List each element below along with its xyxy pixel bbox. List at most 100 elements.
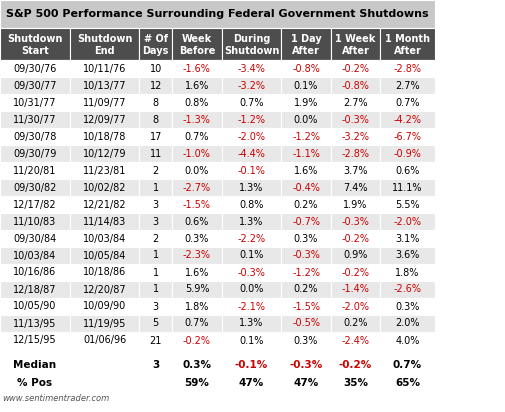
Text: % Pos: % Pos xyxy=(17,377,53,388)
Text: -0.1%: -0.1% xyxy=(237,166,266,176)
Bar xyxy=(281,162,331,179)
Bar xyxy=(139,357,172,374)
Text: 0.6%: 0.6% xyxy=(395,166,420,176)
Text: -3.2%: -3.2% xyxy=(341,131,370,141)
Text: 1: 1 xyxy=(153,250,159,260)
Bar xyxy=(222,357,281,374)
Text: -0.3%: -0.3% xyxy=(341,115,370,124)
Bar xyxy=(172,281,222,298)
Bar xyxy=(172,196,222,213)
Text: 0.3%: 0.3% xyxy=(185,234,209,243)
Bar xyxy=(222,332,281,349)
Text: 0.1%: 0.1% xyxy=(294,80,318,91)
Bar xyxy=(331,374,380,391)
Bar xyxy=(70,196,139,213)
Bar xyxy=(70,28,139,60)
Bar xyxy=(331,179,380,196)
Text: -6.7%: -6.7% xyxy=(393,131,422,141)
Bar xyxy=(172,145,222,162)
Text: 0.2%: 0.2% xyxy=(294,199,318,209)
Text: 47%: 47% xyxy=(239,377,264,388)
Bar xyxy=(222,374,281,391)
Text: 1.8%: 1.8% xyxy=(395,267,420,278)
Text: 0.0%: 0.0% xyxy=(239,285,264,295)
Text: 11/23/81: 11/23/81 xyxy=(83,166,126,176)
Bar xyxy=(380,145,435,162)
Text: 47%: 47% xyxy=(293,377,319,388)
Text: -0.3%: -0.3% xyxy=(289,360,323,370)
Bar xyxy=(0,94,70,111)
Text: After: After xyxy=(292,46,320,56)
Bar xyxy=(70,298,139,315)
Bar xyxy=(281,230,331,247)
Text: www.sentimentrader.com: www.sentimentrader.com xyxy=(2,394,109,403)
Text: 10/02/82: 10/02/82 xyxy=(83,183,126,192)
Text: 09/30/84: 09/30/84 xyxy=(13,234,57,243)
Text: 10/03/84: 10/03/84 xyxy=(13,250,57,260)
Text: 7.4%: 7.4% xyxy=(343,183,368,192)
Text: -0.5%: -0.5% xyxy=(292,318,320,328)
Text: -2.4%: -2.4% xyxy=(341,335,370,346)
Text: 1: 1 xyxy=(153,285,159,295)
Bar xyxy=(222,77,281,94)
Bar xyxy=(380,28,435,60)
Bar xyxy=(380,60,435,77)
Bar xyxy=(222,230,281,247)
Bar xyxy=(331,213,380,230)
Bar xyxy=(222,298,281,315)
Text: 0.9%: 0.9% xyxy=(343,250,368,260)
Bar xyxy=(380,213,435,230)
Text: -0.2%: -0.2% xyxy=(341,267,370,278)
Text: 12/15/95: 12/15/95 xyxy=(13,335,57,346)
Bar xyxy=(0,213,70,230)
Text: 1 Week: 1 Week xyxy=(335,34,376,44)
Bar xyxy=(281,179,331,196)
Text: 5.5%: 5.5% xyxy=(395,199,420,209)
Text: 11: 11 xyxy=(149,148,162,159)
Text: 3.6%: 3.6% xyxy=(395,250,420,260)
Text: 11/09/77: 11/09/77 xyxy=(83,98,126,108)
Bar xyxy=(331,315,380,332)
Bar xyxy=(281,111,331,128)
Text: 10/09/90: 10/09/90 xyxy=(83,302,126,311)
Bar xyxy=(139,281,172,298)
Text: -1.1%: -1.1% xyxy=(292,148,320,159)
Text: 5.9%: 5.9% xyxy=(185,285,209,295)
Bar xyxy=(331,298,380,315)
Bar xyxy=(139,77,172,94)
Bar xyxy=(70,315,139,332)
Bar xyxy=(0,281,70,298)
Text: 17: 17 xyxy=(149,131,162,141)
Bar xyxy=(380,230,435,247)
Bar xyxy=(281,77,331,94)
Text: -1.6%: -1.6% xyxy=(183,63,211,73)
Text: 2.0%: 2.0% xyxy=(395,318,420,328)
Bar xyxy=(172,374,222,391)
Bar xyxy=(172,77,222,94)
Bar xyxy=(380,315,435,332)
Text: 0.2%: 0.2% xyxy=(343,318,368,328)
Text: 0.3%: 0.3% xyxy=(395,302,420,311)
Text: # Of: # Of xyxy=(144,34,168,44)
Text: 11/10/83: 11/10/83 xyxy=(13,216,57,227)
Bar xyxy=(139,60,172,77)
Text: -0.4%: -0.4% xyxy=(292,183,320,192)
Text: -3.4%: -3.4% xyxy=(237,63,266,73)
Bar xyxy=(331,94,380,111)
Text: -0.8%: -0.8% xyxy=(341,80,370,91)
Text: 09/30/76: 09/30/76 xyxy=(13,63,57,73)
Bar xyxy=(331,247,380,264)
Bar xyxy=(331,128,380,145)
Text: 10: 10 xyxy=(149,63,162,73)
Text: 1: 1 xyxy=(153,267,159,278)
Text: 1.8%: 1.8% xyxy=(185,302,209,311)
Bar xyxy=(139,230,172,247)
Text: 3.7%: 3.7% xyxy=(343,166,368,176)
Text: 0.3%: 0.3% xyxy=(294,335,318,346)
Bar xyxy=(0,315,70,332)
Text: Shutdown: Shutdown xyxy=(77,34,132,44)
Text: 1 Day: 1 Day xyxy=(291,34,321,44)
Bar xyxy=(139,94,172,111)
Text: -0.2%: -0.2% xyxy=(341,63,370,73)
Bar xyxy=(0,0,435,28)
